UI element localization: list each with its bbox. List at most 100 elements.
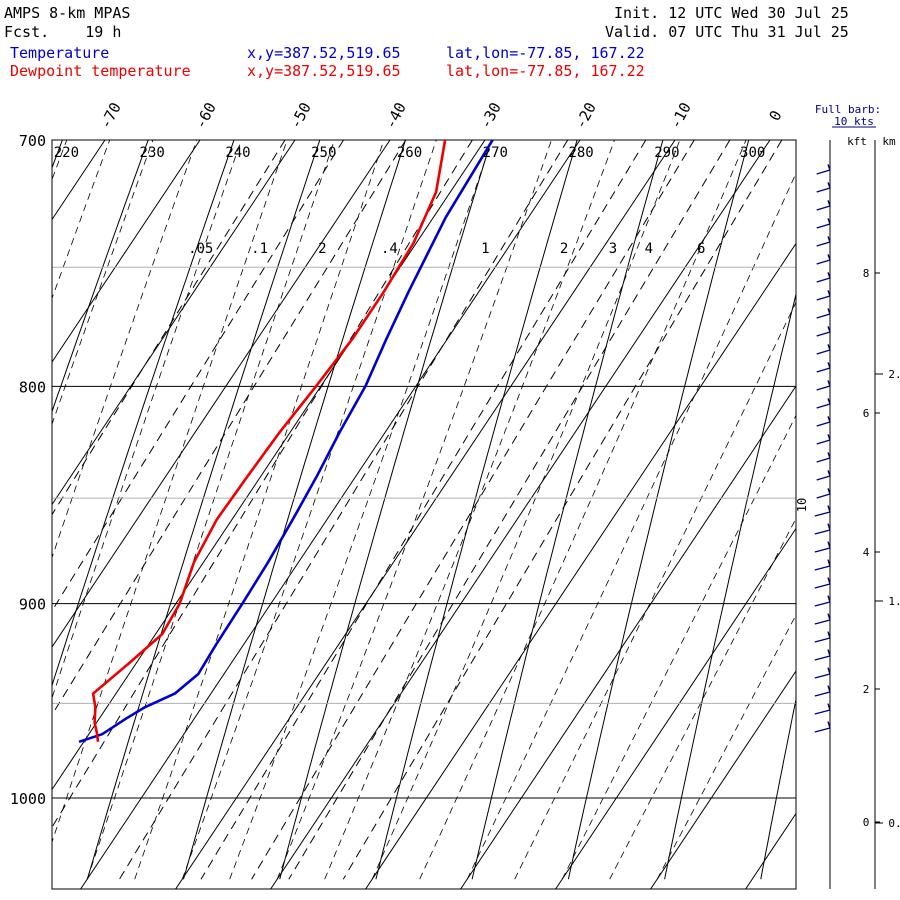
moist-adiabat — [229, 140, 493, 880]
wind-barb — [816, 164, 831, 175]
wind-barb-shaft — [827, 398, 831, 405]
wind-barb-shaft — [827, 344, 831, 351]
kft-tick-label: 8 — [863, 267, 870, 280]
legend-temperature-name: Temperature — [10, 44, 110, 62]
wind-barb-shaft — [827, 703, 831, 711]
wind-barb-panel: Full barb:10 kts kft km 8 6 4 2 0 2. 1. 0. 10 — [795, 103, 900, 889]
moist-adiabat — [561, 414, 796, 880]
mixing-ratio-line — [52, 140, 286, 516]
wind-barb — [814, 703, 831, 715]
init-time: Init. 12 UTC Wed 30 Jul 25 — [614, 4, 849, 22]
moist-adiabat — [466, 172, 796, 880]
wind-barb-shaft — [827, 290, 831, 297]
isotherms — [52, 140, 796, 889]
dry-adiabat — [760, 696, 796, 880]
kft-tick-label: 0 — [863, 816, 870, 829]
wind-barb-shaft — [827, 182, 831, 189]
mixing-ratio-line — [251, 140, 695, 880]
mixing-ratio-line — [288, 140, 731, 880]
dry-adiabat — [52, 140, 63, 170]
wind-barb-flag — [816, 475, 831, 481]
mixing-ratio-line — [52, 140, 344, 612]
dry-adiabats — [52, 140, 796, 880]
moist-adiabat — [371, 140, 681, 880]
wind-barb-shaft — [827, 613, 831, 621]
wind-barb-shaft — [827, 505, 831, 513]
wind-barb-flag — [816, 241, 831, 247]
wind-barb-flag — [816, 367, 831, 373]
wind-barb-flag — [814, 637, 831, 643]
model-title: AMPS 8-km MPAS — [4, 4, 131, 22]
isotherm-label: -30 — [476, 99, 505, 131]
wind-barb-shaft — [827, 649, 831, 657]
kft-tick-label: 2 — [863, 683, 870, 696]
wind-barb-flag — [816, 421, 831, 427]
wind-barb-flag — [816, 259, 831, 265]
plot-frame — [51, 139, 797, 890]
wind-barb — [814, 721, 831, 733]
theta-label: 270 — [483, 145, 508, 161]
wind-barb-flag — [814, 565, 831, 571]
mixing-ratio-label: 2 — [560, 241, 568, 257]
wind-barb — [816, 272, 831, 283]
wind-barb-shaft — [827, 308, 831, 315]
init-value: 12 UTC Wed 30 Jul 25 — [668, 4, 849, 22]
mixing-ratio-label: 1 — [481, 241, 489, 257]
isotherm-label: -10 — [666, 99, 695, 131]
moist-adiabat — [52, 140, 111, 300]
moist-adiabat — [52, 140, 242, 700]
isotherm-label: -50 — [286, 99, 315, 131]
theta-label: 220 — [54, 145, 79, 161]
wind-barb — [814, 559, 831, 571]
legend-dewpoint-latlon: lat,lon=-77.85, 167.22 — [446, 62, 645, 80]
wind-barb-shaft — [827, 541, 831, 549]
wind-barb-shaft — [827, 577, 831, 585]
wind-barb-flag — [816, 457, 831, 463]
dry-adiabat — [52, 140, 235, 688]
wind-barb-flag — [814, 727, 831, 733]
dry-adiabat — [471, 140, 664, 880]
dewpoint-profile — [91, 140, 447, 742]
forecast-hour: Fcst. 19 h — [4, 23, 121, 41]
wind-barb — [814, 595, 831, 607]
wind-barb-flag — [814, 529, 831, 535]
dry-adiabat — [183, 140, 407, 880]
wind-barb-shaft — [827, 218, 831, 225]
wind-barb — [816, 434, 831, 445]
wind-barb — [814, 631, 831, 643]
moist-adiabat — [656, 614, 796, 880]
wind-barb — [814, 577, 831, 589]
wind-barb — [816, 416, 831, 427]
wind-barb-shaft — [827, 272, 831, 279]
wind-barb-shaft — [827, 164, 831, 171]
wind-barb-shaft — [827, 326, 831, 333]
init-label: Init. — [614, 4, 660, 22]
wind-barb-flag — [816, 169, 831, 175]
wind-barb-shaft — [827, 254, 831, 261]
moist-adiabat — [52, 140, 68, 181]
wind-barb-flag — [816, 187, 831, 193]
isotherm-label: -20 — [571, 99, 600, 131]
wind-barb-shaft — [827, 595, 831, 603]
isotherm-line — [52, 140, 296, 506]
wind-barb-flag — [816, 439, 831, 445]
km-tick-label: 1. — [888, 595, 900, 608]
wind-barb — [816, 362, 831, 373]
km-tick-label: 2. — [888, 368, 900, 381]
barb-speed-annotation: 10 — [795, 498, 809, 512]
legend-temperature-xy: x,y=387.52,519.65 — [247, 44, 401, 62]
barb-key-line1: Full barb: — [815, 103, 881, 116]
dry-adiabat — [567, 140, 750, 880]
wind-barb-shaft — [827, 488, 831, 495]
wind-barb — [816, 488, 831, 499]
km-label: km — [882, 135, 896, 148]
wind-barb — [814, 523, 831, 535]
moist-adiabat — [609, 517, 796, 880]
mixing-ratio-line — [118, 140, 569, 880]
wind-barb — [816, 452, 831, 463]
isotherm-line — [80, 140, 581, 889]
theta-label: 290 — [654, 145, 679, 161]
moist-adiabat — [52, 140, 154, 426]
moist-adiabat — [181, 140, 437, 880]
wind-barb — [816, 308, 831, 319]
